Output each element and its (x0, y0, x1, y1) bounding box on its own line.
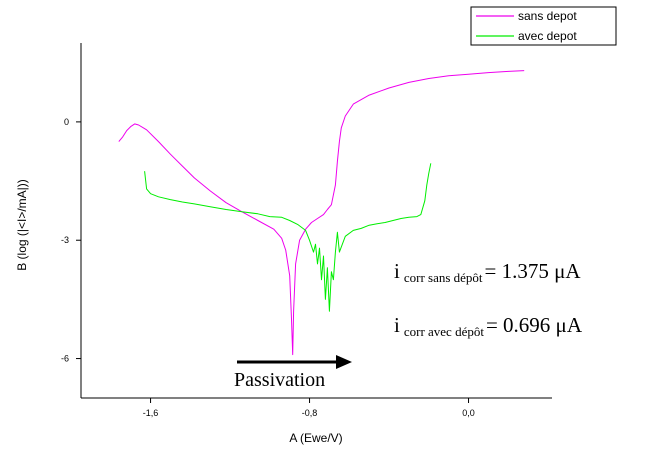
y-tick-label: -3 (61, 235, 69, 245)
y-ticks: 0 -3 -6 (61, 117, 81, 364)
passivation-arrow (237, 355, 352, 369)
plot-frame (80, 43, 552, 399)
legend: sans depot avec depot (470, 6, 617, 46)
icorr-value-2: = 0.696 μA (486, 313, 583, 337)
y-tick-label: -6 (61, 354, 69, 364)
icorr-subscript-1: corr sans dépôt (404, 270, 483, 285)
y-tick-label: 0 (64, 117, 69, 127)
icorr-subscript-2: corr avec dépôt (404, 324, 485, 339)
icorr-annotation-sans-depot: i corr sans dépôt= 1.375 μA (394, 259, 581, 285)
legend-box (470, 6, 617, 46)
x-tick-label: -1,6 (143, 408, 159, 418)
icorr-symbol-2: i (394, 313, 400, 337)
passivation-arrow-head (336, 355, 352, 369)
icorr-annotation-avec-depot: i corr avec dépôt= 0.696 μA (394, 313, 583, 339)
x-ticks: -1,6 -0,8 0,0 (143, 398, 475, 418)
y-axis-title: B (log (|<I>/mA|)) (15, 179, 29, 271)
passivation-label: Passivation (234, 369, 325, 391)
series-line-avec-depot (144, 163, 432, 312)
series-layer (118, 70, 525, 356)
x-tick-label: -0,8 (302, 408, 318, 418)
icorr-value-1: = 1.375 μA (485, 259, 582, 283)
icorr-symbol-1: i (394, 259, 400, 283)
x-tick-label: 0,0 (462, 408, 475, 418)
series-line-sans-depot (118, 70, 525, 356)
legend-label-avec-depot: avec depot (518, 29, 577, 43)
legend-label-sans-depot: sans depot (518, 9, 577, 23)
x-axis-title: A (Ewe/V) (289, 431, 342, 445)
